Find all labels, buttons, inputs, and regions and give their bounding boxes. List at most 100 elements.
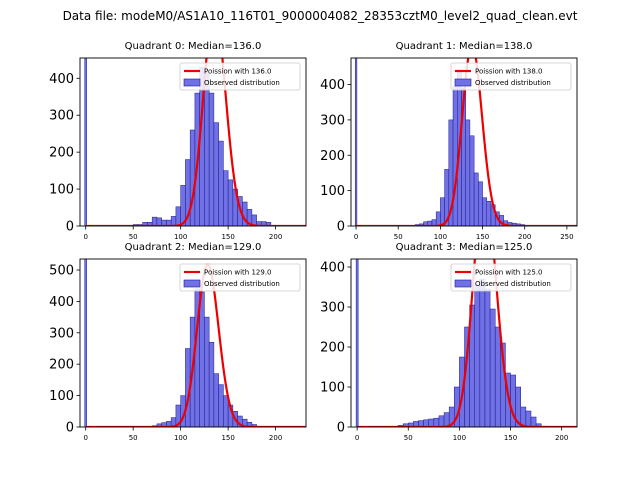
quadrant-2-axes-frame bbox=[79, 258, 307, 428]
quadrant-2-bar bbox=[251, 424, 257, 427]
quadrant-2-ytick-label: 500 bbox=[49, 263, 74, 278]
quadrant-0-axes-frame bbox=[79, 57, 307, 227]
quadrant-3-bar bbox=[428, 418, 435, 427]
quadrant-2-legend: Poission with 129.0 Observed distribution bbox=[179, 263, 301, 292]
quadrant-3-bar bbox=[474, 284, 481, 427]
quadrant-3-ytick-label: 400 bbox=[320, 261, 345, 276]
quadrant-1-bar bbox=[469, 135, 475, 226]
quadrant-0-xtick-label: 0 bbox=[83, 233, 87, 241]
quadrant-0-ytick-label: 100 bbox=[49, 183, 74, 198]
quadrant-0-bar bbox=[156, 217, 162, 226]
quadrant-0-legend-observed-swatch bbox=[183, 78, 201, 87]
quadrant-1-bar bbox=[473, 172, 479, 226]
quadrant-3-legend-poisson-label: Poission with 125.0 bbox=[475, 269, 543, 277]
quadrant-0-bar bbox=[189, 129, 196, 226]
quadrant-3-ytick-label: 200 bbox=[320, 341, 345, 356]
quadrant-3-ytick-label: 100 bbox=[320, 381, 345, 396]
quadrant-3-zero-bar bbox=[355, 259, 359, 427]
quadrant-1-bar bbox=[440, 197, 445, 226]
quadrant-3-bar bbox=[494, 326, 501, 427]
quadrant-3-bar bbox=[530, 416, 537, 427]
quadrant-1-legend-observed-label: Observed distribution bbox=[475, 79, 551, 87]
quadrant-3-bar bbox=[438, 415, 445, 427]
quadrant-0-xtick-label: 50 bbox=[129, 233, 138, 241]
quadrant-2-panel: 0 100 200 300 400 500 0 50 100 150 200 Quadrant 2: … bbox=[49, 242, 307, 442]
quadrant-2-bar bbox=[223, 395, 229, 427]
figure-suptitle: Data file: modeM0/AS1A10_116T01_90000040… bbox=[63, 9, 578, 23]
quadrant-2-ytick-label: 200 bbox=[49, 358, 74, 373]
quadrant-1-zero-bar bbox=[354, 58, 358, 226]
quadrant-3-ytick-label: 0 bbox=[337, 421, 345, 436]
quadrant-3-xtick-label: 100 bbox=[453, 434, 466, 442]
quadrant-2-legend-observed-label: Observed distribution bbox=[204, 280, 280, 288]
quadrant-1-panel: 0 100 200 300 400 0 50 100 150 200 250 Quadrant 1: … bbox=[320, 41, 578, 241]
quadrant-3-bar bbox=[443, 412, 450, 427]
quadrant-1-legend-observed-swatch bbox=[454, 78, 472, 87]
quadrant-3-xtick-label: 200 bbox=[555, 434, 568, 442]
quadrant-3-bar bbox=[489, 308, 496, 427]
quadrant-3-ytick-label: 300 bbox=[320, 301, 345, 316]
quadrant-2-xtick-label: 200 bbox=[269, 434, 282, 442]
quadrant-1-bar bbox=[486, 200, 492, 226]
quadrant-1-xtick-label: 0 bbox=[354, 233, 358, 241]
quadrant-2-title: Quadrant 2: Median=129.0 bbox=[125, 242, 262, 253]
quadrant-3-axes-frame bbox=[350, 258, 578, 428]
quadrant-1-ytick-label: 0 bbox=[337, 220, 345, 235]
quadrant-1-xtick-label: 150 bbox=[476, 233, 489, 241]
quadrant-0-legend-observed-label: Observed distribution bbox=[204, 79, 280, 87]
quadrant-1-bar bbox=[482, 197, 488, 226]
quadrant-2-legend-box bbox=[179, 263, 301, 292]
quadrant-0-bar bbox=[265, 222, 272, 226]
quadrant-0-bar bbox=[208, 92, 215, 226]
quadrant-0-ytick-label: 200 bbox=[49, 146, 74, 161]
quadrant-3-panel: 0 100 200 300 400 0 50 100 150 200 Quadrant 3: Med… bbox=[320, 242, 578, 442]
quadrant-0-bar bbox=[227, 179, 234, 226]
quadrant-1-xtick-label: 200 bbox=[518, 233, 531, 241]
quadrant-0-ytick-label: 0 bbox=[66, 220, 74, 235]
quadrant-3-xtick-label: 0 bbox=[355, 434, 359, 442]
quadrant-2-xtick-label: 50 bbox=[129, 434, 138, 442]
quadrant-1-legend-box bbox=[450, 62, 572, 91]
quadrant-0-bar bbox=[151, 216, 158, 226]
quadrant-2-legend-observed-swatch bbox=[183, 279, 201, 288]
quadrant-0-legend-poisson-label: Poission with 136.0 bbox=[204, 68, 272, 76]
quadrant-0-bar bbox=[175, 206, 181, 226]
quadrant-1-bar bbox=[465, 119, 471, 226]
quadrant-0-plot-area bbox=[84, 58, 306, 226]
quadrant-1-ytick-label: 400 bbox=[320, 78, 345, 93]
quadrant-2-poisson-curve bbox=[85, 263, 306, 427]
quadrant-0-bar bbox=[170, 216, 177, 226]
quadrant-0-zero-bar bbox=[84, 58, 87, 226]
quadrant-2-ytick-label: 400 bbox=[49, 295, 74, 310]
quadrant-3-bar bbox=[484, 288, 491, 427]
quadrant-2-bar bbox=[213, 373, 219, 427]
quadrant-1-xtick-label: 100 bbox=[434, 233, 447, 241]
quadrant-0-panel: 0 100 200 300 400 0 50 100 150 200 Quadrant 0: Med… bbox=[49, 41, 307, 241]
quadrant-0-legend-box bbox=[179, 62, 301, 91]
quadrant-2-xtick-label: 150 bbox=[221, 434, 234, 442]
quadrant-1-legend: Poission with 138.0 Observed distribution bbox=[450, 62, 572, 91]
quadrant-2-bar bbox=[199, 291, 205, 427]
quadrant-2-ytick-label: 0 bbox=[66, 421, 74, 436]
quadrant-0-bar bbox=[204, 72, 210, 226]
quadrant-3-xtick-label: 50 bbox=[404, 434, 413, 442]
quadrant-1-title: Quadrant 1: Median=138.0 bbox=[396, 41, 533, 52]
quadrant-3-bar bbox=[433, 417, 440, 427]
quadrant-2-legend-poisson-label: Poission with 129.0 bbox=[204, 269, 272, 277]
quadrant-3-bar bbox=[479, 278, 486, 427]
quadrant-3-legend-observed-swatch bbox=[454, 279, 472, 288]
quadrant-3-legend-box bbox=[450, 263, 572, 292]
quadrant-3-legend-observed-label: Observed distribution bbox=[475, 280, 551, 288]
quadrant-0-xtick-label: 100 bbox=[174, 233, 187, 241]
quadrant-1-bar bbox=[435, 211, 441, 226]
quadrant-1-bar bbox=[478, 181, 483, 226]
quadrant-2-ytick-label: 300 bbox=[49, 326, 74, 341]
quadrant-3-bar bbox=[525, 410, 532, 427]
quadrant-0-bar bbox=[213, 122, 219, 226]
quadrant-0-ytick-label: 300 bbox=[49, 109, 74, 124]
quadrant-0-bar bbox=[218, 140, 224, 226]
quadrant-0-bar bbox=[223, 170, 229, 226]
quadrant-0-poisson-curve bbox=[85, 58, 306, 226]
quadrant-2-zero-bar bbox=[84, 259, 87, 427]
